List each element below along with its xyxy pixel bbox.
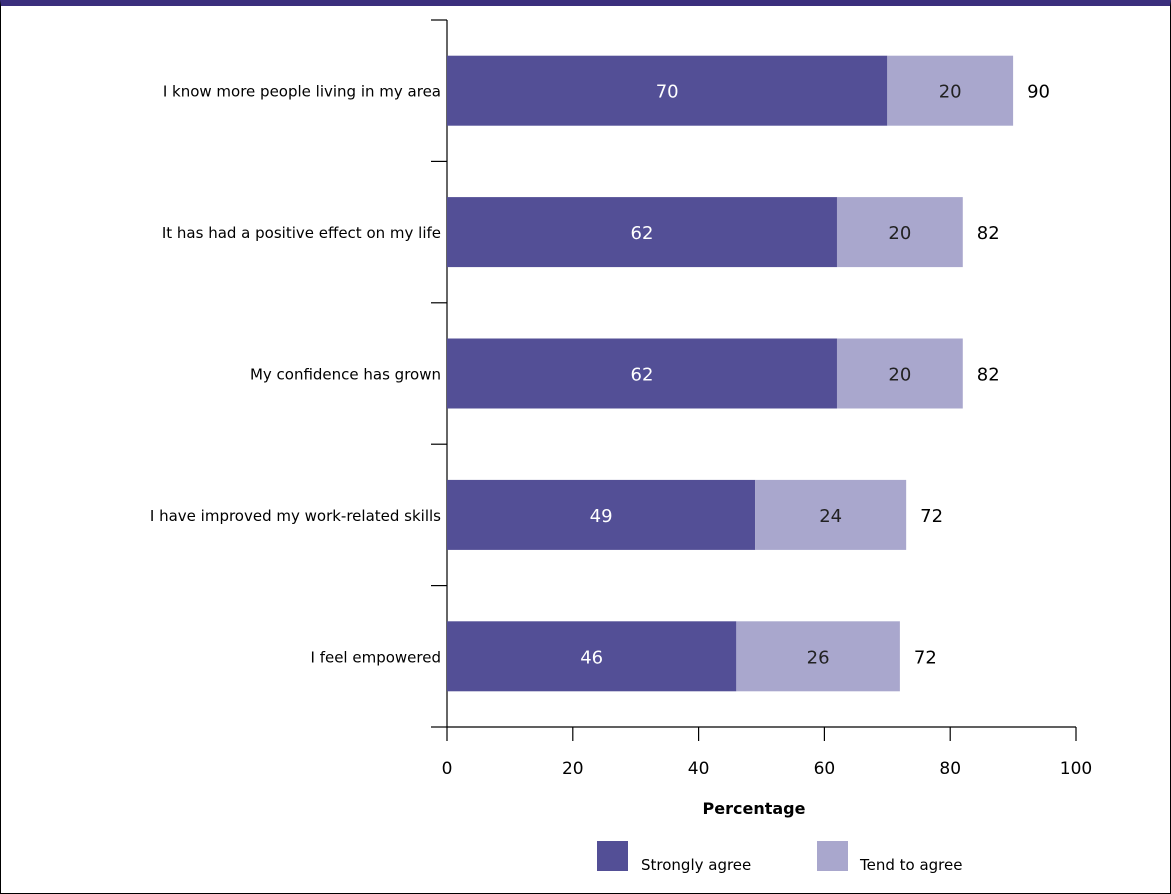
bar-tend-to-agree xyxy=(836,338,963,409)
category-labels: I know more people living in my area It h… xyxy=(150,83,441,667)
category-label: My confidence has grown xyxy=(250,366,441,384)
category-label: It has had a positive effect on my life xyxy=(162,224,441,242)
x-tick-label: 80 xyxy=(939,759,961,779)
bar-value-label: 20 xyxy=(888,223,911,244)
bar-value-label: 20 xyxy=(939,82,962,103)
bar-tend-to-agree xyxy=(755,479,907,550)
legend-label: Strongly agree xyxy=(641,856,751,874)
x-tick-label: 20 xyxy=(562,759,584,779)
bar-total-label: 82 xyxy=(977,365,1000,386)
bar-tend-to-agree xyxy=(887,55,1014,126)
category-label: I have improved my work-related skills xyxy=(150,507,441,525)
bar-total-label: 72 xyxy=(920,506,943,527)
bar-value-label: 20 xyxy=(888,365,911,386)
x-tick-label: 0 xyxy=(442,759,453,779)
x-axis: 0 20 40 60 80 100 xyxy=(442,726,1092,779)
bar-value-label: 24 xyxy=(819,506,842,527)
x-tick-label: 60 xyxy=(814,759,836,779)
bar-value-label: 46 xyxy=(580,647,603,668)
bar-tend-to-agree xyxy=(836,197,963,268)
legend-swatch xyxy=(817,841,848,871)
bar-total-label: 90 xyxy=(1027,82,1050,103)
bar-strongly-agree xyxy=(447,197,837,268)
legend-label: Tend to agree xyxy=(859,856,962,874)
x-tick-label: 100 xyxy=(1060,759,1092,779)
bar-value-label: 70 xyxy=(656,82,679,103)
x-tick-label: 40 xyxy=(688,759,710,779)
bar-strongly-agree xyxy=(447,55,888,126)
legend-swatch xyxy=(597,841,628,871)
bar-strongly-agree xyxy=(447,338,837,409)
bar-value-label: 62 xyxy=(631,223,654,244)
bar-value-label: 26 xyxy=(807,647,830,668)
bar-strongly-agree xyxy=(447,621,737,692)
bar-total-label: 72 xyxy=(914,647,937,668)
bar-strongly-agree xyxy=(447,479,756,550)
bar-value-label: 62 xyxy=(631,365,654,386)
x-axis-title: Percentage xyxy=(703,799,806,818)
bar-tend-to-agree xyxy=(736,621,900,692)
category-label: I know more people living in my area xyxy=(163,83,441,101)
category-label: I feel empowered xyxy=(311,648,442,666)
legend: Strongly agree Tend to agree xyxy=(597,841,962,874)
bar-total-label: 82 xyxy=(977,223,1000,244)
bars: 70 20 90 62 20 82 62 20 82 49 24 72 46 26 72 xyxy=(447,55,1050,692)
bar-value-label: 49 xyxy=(590,506,613,527)
